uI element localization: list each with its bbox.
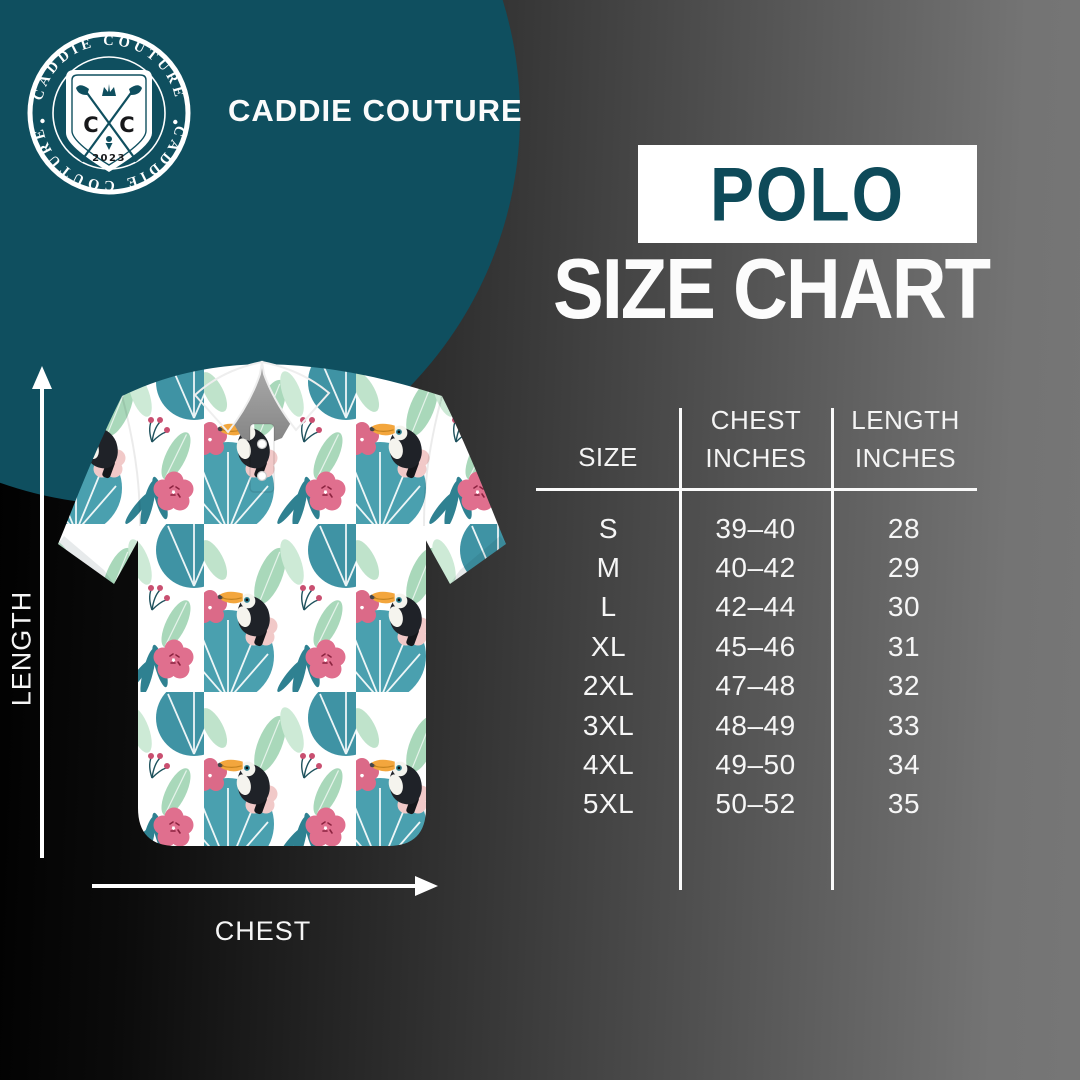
logo-outer-ring [27, 31, 191, 195]
chest-cell: 45–46 [715, 630, 796, 662]
product-name-box: POLO [638, 145, 977, 243]
club-head-right [129, 85, 142, 95]
right-arrowhead-icon [415, 876, 438, 896]
product-name: POLO [709, 151, 905, 237]
chest-cell: 49–50 [715, 749, 796, 781]
monogram-left: C [83, 113, 98, 137]
button-bottom [256, 470, 268, 482]
shirt-body [122, 364, 442, 846]
chest-cell: 47–48 [715, 670, 796, 702]
monogram-right: C [119, 113, 134, 137]
logo-dot-left [40, 118, 45, 124]
brand-logo: CADDIE COUTURE CADDIE COUTURE C C 2023 [27, 31, 191, 195]
size-cell: M [596, 552, 621, 584]
logo-shield-inner-line [71, 74, 147, 166]
size-cell: L [600, 591, 617, 623]
logo-year: 2023 [92, 153, 126, 164]
column-header-size: SIZE [578, 442, 638, 472]
placket [249, 423, 275, 493]
length-cell: 35 [887, 788, 921, 820]
length-cell: 28 [887, 512, 921, 544]
table-header-rule [536, 488, 977, 491]
chest-arrow [92, 876, 438, 896]
column-header-length: LENGTH INCHES [851, 405, 960, 473]
chest-cell: 39–40 [715, 512, 796, 544]
collar-left-flap [193, 360, 264, 434]
size-cell: 3XL [582, 709, 635, 741]
table-divider-vertical-1 [679, 408, 682, 890]
chest-cell: 42–44 [715, 591, 796, 623]
chest-cell: 48–49 [715, 709, 796, 741]
right-sleeve [418, 396, 506, 584]
collar-right-flap [260, 360, 331, 432]
club-head-left [76, 85, 89, 95]
button-top [256, 438, 268, 450]
table-divider-vertical-2 [831, 408, 834, 890]
size-cell: XL [590, 630, 627, 662]
crown-icon [102, 84, 116, 96]
crossed-golf-clubs-icon [79, 92, 139, 163]
golf-tee-icon [105, 136, 113, 150]
page-title: SIZE CHART [553, 241, 991, 338]
chest-cell: 50–52 [715, 788, 796, 820]
size-cell: S [598, 512, 619, 544]
length-axis-label: LENGTH [6, 590, 37, 707]
size-cell: 4XL [582, 749, 635, 781]
size-table: S 39–40 28 M 40–42 29 L 42–44 30 XL 45–4… [537, 509, 977, 824]
chest-axis-label: CHEST [214, 916, 312, 946]
up-arrowhead-icon [32, 366, 52, 389]
size-cell: 5XL [582, 788, 635, 820]
column-header-chest: CHEST INCHES [705, 405, 807, 473]
chest-cell: 40–42 [715, 552, 796, 584]
length-cell: 32 [887, 670, 921, 702]
length-cell: 34 [887, 749, 921, 781]
polo-shirt-image [58, 360, 506, 846]
length-cell: 31 [887, 630, 921, 662]
logo-dot-right [173, 119, 178, 125]
brand-title: CADDIE COUTURE [228, 93, 523, 128]
length-arrow [32, 366, 52, 858]
length-cell: 33 [887, 709, 921, 741]
left-sleeve [58, 396, 146, 584]
length-cell: 30 [887, 591, 921, 623]
size-cell: 2XL [582, 670, 635, 702]
length-cell: 29 [887, 552, 921, 584]
